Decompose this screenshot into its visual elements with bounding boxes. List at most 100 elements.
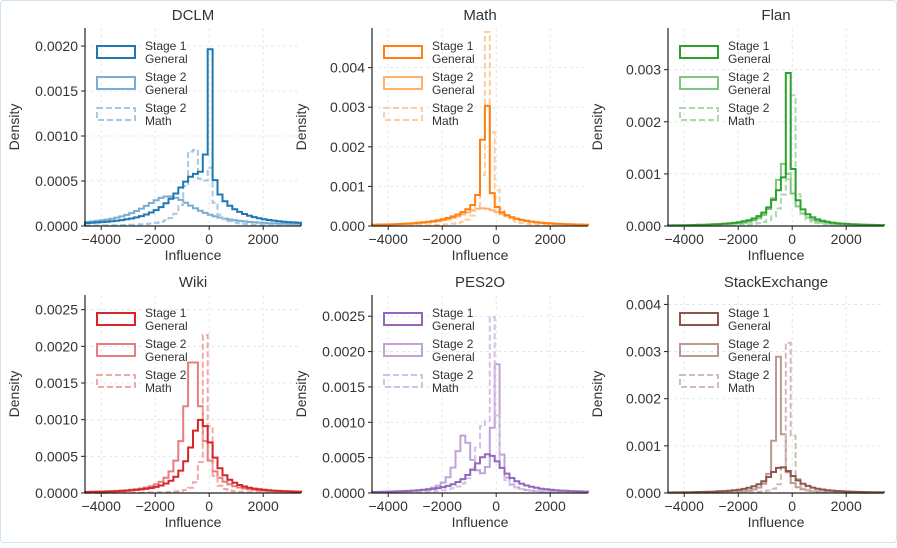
legend-label-stage: Stage 2: [728, 337, 770, 351]
legend-swatch: [96, 374, 136, 388]
y-tick-label: 0.0010: [322, 414, 365, 430]
legend-swatch: [383, 76, 423, 90]
y-axis-label: Density: [293, 104, 309, 151]
legend-swatch: [383, 107, 423, 121]
hist-stage-1-general: [371, 453, 589, 493]
x-tick-label: 2000: [535, 231, 566, 247]
legend-label-stage: Stage 2: [728, 101, 770, 115]
legend-label-stage: Stage 2: [432, 368, 474, 382]
legend-label-stage: Stage 2: [145, 368, 187, 382]
legend-swatch: [679, 343, 719, 357]
x-tick-label: 2000: [831, 231, 862, 247]
y-tick-label: 0.003: [626, 62, 661, 78]
y-tick-label: 0.000: [626, 218, 661, 234]
legend-swatch: [383, 45, 423, 59]
subplot-stackexchange: −4000 −2000 0 2000 0.000 0.001 0.002 0.003 0.004…: [589, 274, 885, 530]
legend-label-stage: Stage 1: [728, 306, 770, 320]
x-axis-label: Influence: [748, 247, 805, 263]
hist-stage-1-general: [84, 48, 302, 226]
y-axis-label: Density: [6, 104, 22, 151]
x-tick-label: 2000: [248, 498, 279, 514]
subplot-wiki: −4000 −2000 0 2000 0.0000 0.0005 0.0010 0.0015 0…: [6, 274, 302, 530]
legend-swatch: [96, 45, 136, 59]
hist-stage-1-general: [84, 418, 302, 493]
subplot-flan: −4000 −2000 0 2000 0.000 0.001 0.002 0.003 Flan I…: [589, 7, 885, 263]
legend-label-type: Math: [728, 114, 755, 128]
legend-label-type: General: [432, 319, 475, 333]
y-tick-label: 0.0015: [322, 379, 365, 395]
legend-swatch: [679, 45, 719, 59]
hist-stage-1-general: [371, 104, 589, 226]
x-tick-label: −4000: [369, 498, 409, 514]
y-tick-label: 0.002: [330, 139, 365, 155]
hist-stage-2-math: [371, 31, 589, 227]
x-tick-label: −2000: [136, 231, 176, 247]
subplot-math: −4000 −2000 0 2000 0.000 0.001 0.002 0.003 0.004…: [293, 7, 589, 263]
x-tick-label: 0: [788, 231, 796, 247]
y-tick-label: 0.0020: [35, 338, 78, 354]
y-tick-label: 0.0025: [35, 302, 78, 318]
y-tick-label: 0.0005: [35, 448, 78, 464]
legend-label-stage: Stage 1: [432, 306, 474, 320]
y-tick-label: 0.0010: [35, 128, 78, 144]
legend-label-stage: Stage 2: [728, 368, 770, 382]
legend-label-stage: Stage 2: [145, 101, 187, 115]
hist-stage-1-general: [667, 72, 885, 227]
legend-label-stage: Stage 1: [728, 39, 770, 53]
hist-stage-2-math: [84, 148, 302, 227]
y-tick-label: 0.001: [626, 438, 661, 454]
y-tick-label: 0.002: [626, 114, 661, 130]
y-tick-label: 0.0025: [322, 308, 365, 324]
y-tick-label: 0.000: [330, 218, 365, 234]
subplot-title: Flan: [761, 7, 790, 24]
y-tick-label: 0.0000: [35, 485, 78, 501]
y-tick-label: 0.0000: [35, 218, 78, 234]
legend-label-type: General: [728, 52, 771, 66]
legend-swatch: [679, 312, 719, 326]
legend-label-type: Math: [432, 381, 459, 395]
legend-swatch: [383, 374, 423, 388]
legend-label-type: General: [432, 350, 475, 364]
x-axis-label: Influence: [165, 247, 222, 263]
legend-label-stage: Stage 2: [432, 337, 474, 351]
legend-label-type: Math: [145, 381, 172, 395]
subplot-title: DCLM: [172, 7, 215, 24]
x-tick-label: 0: [205, 231, 213, 247]
legend-swatch: [679, 76, 719, 90]
legend-label-stage: Stage 2: [432, 101, 474, 115]
y-tick-label: 0.002: [626, 391, 661, 407]
subplot-title: Wiki: [179, 274, 207, 291]
subplot-title: PES2O: [455, 274, 505, 291]
legend-swatch: [96, 312, 136, 326]
y-tick-label: 0.003: [626, 344, 661, 360]
x-tick-label: −2000: [719, 498, 759, 514]
legend-label-type: General: [145, 319, 188, 333]
x-axis-label: Influence: [748, 514, 805, 530]
x-tick-label: 0: [492, 498, 500, 514]
legend-label-type: General: [145, 52, 188, 66]
y-axis-label: Density: [589, 371, 605, 418]
x-tick-label: −4000: [665, 231, 705, 247]
y-tick-label: 0.004: [626, 296, 661, 312]
subplot-dclm: −4000 −2000 0 2000 0.0000 0.0005 0.0010 0.0015 0…: [6, 7, 302, 263]
y-tick-label: 0.0005: [35, 173, 78, 189]
x-tick-label: −4000: [82, 498, 122, 514]
y-tick-label: 0.001: [626, 166, 661, 182]
hist-stage-2-general: [84, 361, 302, 493]
y-tick-label: 0.0005: [322, 450, 365, 466]
legend-label-type: General: [432, 52, 475, 66]
y-tick-label: 0.003: [330, 99, 365, 115]
legend-label-type: Math: [145, 114, 172, 128]
y-axis-label: Density: [293, 371, 309, 418]
x-tick-label: −4000: [665, 498, 705, 514]
x-tick-label: −4000: [82, 231, 122, 247]
legend-swatch: [96, 107, 136, 121]
subplot-pes2o: −4000 −2000 0 2000 0.0000 0.0005 0.0010 0.0015 0…: [293, 274, 589, 530]
x-axis-label: Influence: [452, 247, 509, 263]
legend-label-stage: Stage 1: [145, 39, 187, 53]
legend-swatch: [383, 343, 423, 357]
